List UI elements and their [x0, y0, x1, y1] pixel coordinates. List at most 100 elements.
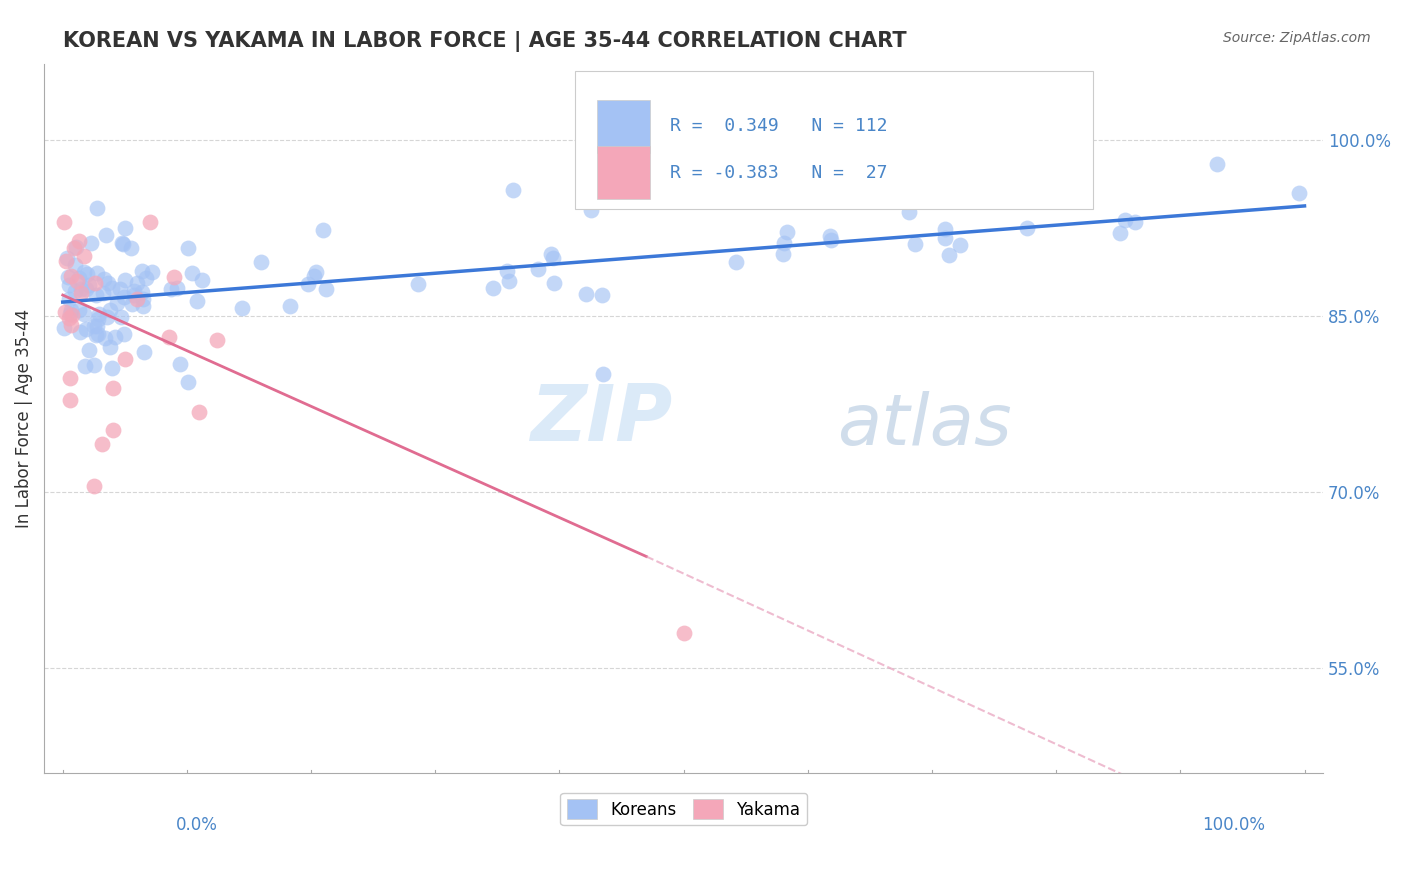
Point: [79, 236, 101, 251]
Point: [86, 266, 108, 280]
Point: [1108, 226, 1130, 240]
Point: [77, 278, 100, 293]
Point: [773, 235, 796, 250]
Point: [69, 326, 91, 340]
Point: [502, 183, 524, 197]
Text: Source: ZipAtlas.com: Source: ZipAtlas.com: [1223, 31, 1371, 45]
Point: [591, 287, 613, 301]
Text: R =  0.349   N = 112: R = 0.349 N = 112: [669, 117, 887, 135]
Point: [302, 268, 325, 283]
Point: [160, 282, 183, 296]
Point: [93, 285, 115, 300]
Point: [98, 340, 121, 354]
Point: [65, 259, 87, 273]
Point: [496, 264, 519, 278]
Point: [1123, 215, 1146, 229]
Point: [70, 286, 93, 301]
Point: [898, 205, 921, 219]
Point: [278, 299, 301, 313]
Point: [818, 228, 841, 243]
Point: [114, 351, 136, 366]
Point: [87, 327, 110, 342]
Point: [83, 358, 105, 372]
Point: [56, 269, 79, 284]
Point: [58, 311, 80, 326]
Y-axis label: In Labor Force | Age 35-44: In Labor Force | Age 35-44: [15, 310, 32, 528]
FancyBboxPatch shape: [596, 145, 651, 199]
Point: [205, 334, 228, 348]
Legend: Koreans, Yakama: Koreans, Yakama: [560, 793, 807, 825]
Point: [112, 290, 135, 304]
Point: [725, 255, 748, 269]
Point: [124, 288, 146, 302]
Point: [59, 318, 82, 332]
Point: [101, 423, 124, 437]
Point: [65, 240, 87, 254]
Point: [60, 309, 83, 323]
Point: [75, 282, 97, 296]
Point: [141, 265, 163, 279]
Point: [108, 282, 131, 296]
Point: [305, 265, 328, 279]
Point: [52, 321, 75, 335]
Point: [176, 241, 198, 255]
Point: [231, 301, 253, 315]
Text: atlas: atlas: [837, 392, 1012, 460]
Point: [59, 371, 82, 385]
Point: [938, 248, 960, 262]
Point: [125, 276, 148, 290]
Point: [776, 225, 799, 239]
Point: [107, 296, 129, 310]
Point: [67, 234, 90, 248]
Text: R = -0.383   N =  27: R = -0.383 N = 27: [669, 163, 887, 182]
Point: [93, 272, 115, 286]
Point: [67, 303, 90, 318]
Point: [75, 322, 97, 336]
Point: [73, 265, 96, 279]
Point: [86, 318, 108, 333]
Point: [120, 241, 142, 255]
Point: [132, 345, 155, 359]
Point: [540, 247, 562, 261]
Point: [63, 285, 86, 299]
Point: [67, 271, 90, 285]
Point: [169, 357, 191, 371]
Point: [1017, 221, 1039, 235]
Point: [110, 310, 132, 324]
Point: [69, 282, 91, 296]
Point: [131, 292, 153, 306]
Point: [1206, 156, 1229, 170]
Point: [94, 330, 117, 344]
Point: [166, 281, 188, 295]
Point: [112, 327, 135, 342]
Point: [52, 215, 75, 229]
Point: [112, 236, 135, 251]
Point: [772, 246, 794, 260]
Point: [581, 202, 603, 217]
Point: [97, 276, 120, 290]
FancyBboxPatch shape: [596, 100, 651, 153]
Point: [132, 299, 155, 313]
Point: [73, 249, 96, 263]
Point: [75, 359, 97, 374]
Point: [87, 312, 110, 326]
Text: ZIP: ZIP: [530, 381, 672, 457]
Point: [83, 318, 105, 333]
Point: [127, 292, 149, 306]
Point: [66, 274, 89, 288]
Point: [121, 296, 143, 310]
Point: [55, 253, 77, 268]
Point: [135, 271, 157, 285]
Point: [592, 367, 614, 381]
Point: [55, 251, 77, 265]
Point: [177, 376, 200, 390]
Point: [96, 310, 118, 325]
Point: [77, 343, 100, 357]
Point: [408, 277, 430, 291]
Text: 100.0%: 100.0%: [1202, 816, 1265, 834]
Text: KOREAN VS YAKAMA IN LABOR FORCE | AGE 35-44 CORRELATION CHART: KOREAN VS YAKAMA IN LABOR FORCE | AGE 35…: [63, 31, 907, 53]
Point: [934, 231, 956, 245]
Point: [138, 215, 160, 229]
Point: [63, 241, 86, 255]
Point: [86, 201, 108, 215]
